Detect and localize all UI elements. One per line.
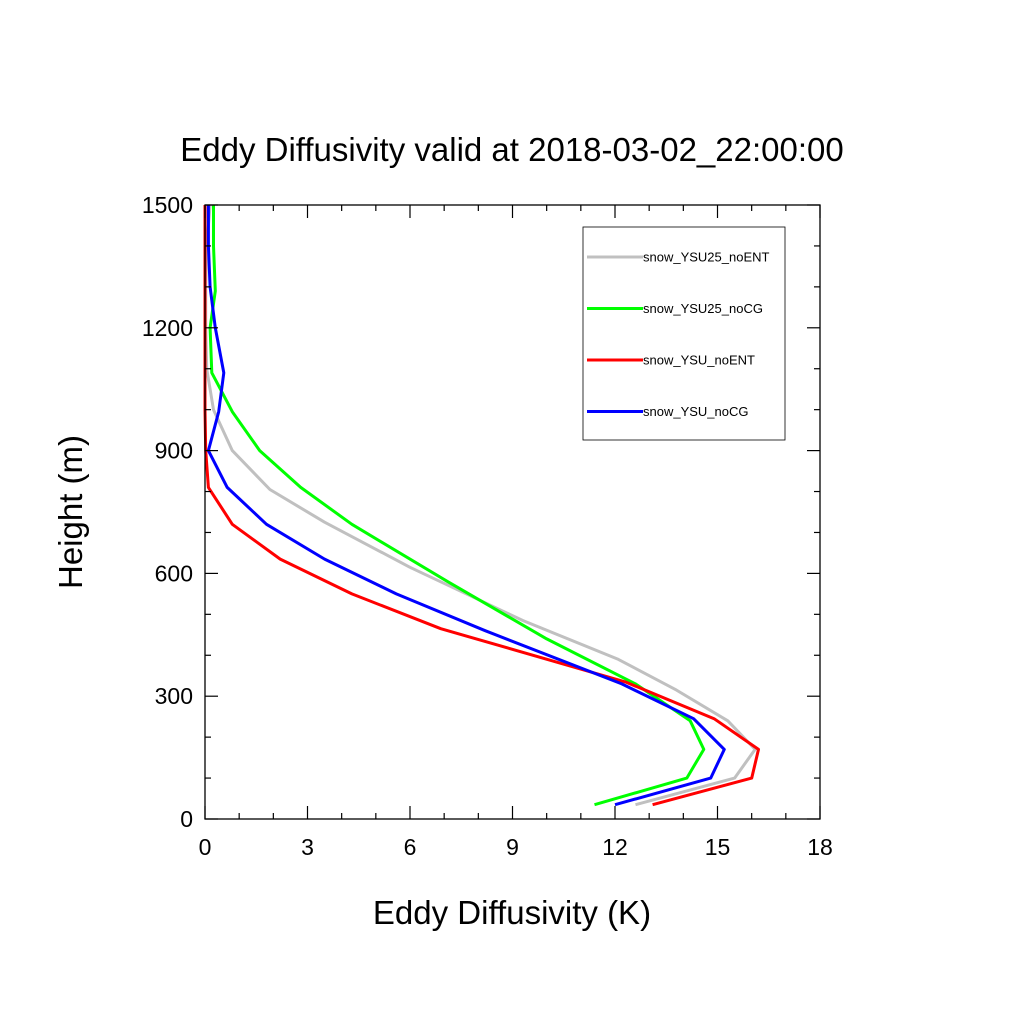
x-tick-label: 6 xyxy=(404,834,417,860)
x-tick-label: 12 xyxy=(602,834,628,860)
legend-box xyxy=(582,226,786,441)
legend: snow_YSU25_noENT snow_YSU25_noCG snow_YSU_… xyxy=(582,226,786,441)
series-line-snow_YSU_noCG xyxy=(206,205,726,807)
legend-label-snow_YSU25_noENT: snow_YSU25_noENT xyxy=(643,250,770,265)
y-tick-label: 0 xyxy=(180,806,193,832)
x-tick-label: 3 xyxy=(301,834,314,860)
legend-label-snow_YSU_noCG: snow_YSU_noCG xyxy=(643,404,749,419)
x-axis-label: Eddy Diffusivity (K) xyxy=(373,894,651,931)
legend-label-snow_YSU25_noCG: snow_YSU25_noCG xyxy=(643,301,763,316)
y-axis-label: Height (m) xyxy=(52,435,89,589)
x-tick-label: 15 xyxy=(705,834,731,860)
series-layer xyxy=(203,204,760,807)
chart-title: Eddy Diffusivity valid at 2018-03-02_22:… xyxy=(180,131,843,168)
y-tick-label: 1500 xyxy=(142,192,193,218)
tick-layer: 0 3 6 9 12 15 18 0 300 600 900 1200 1500 xyxy=(142,192,833,860)
y-tick-label: 300 xyxy=(155,683,193,709)
y-tick-label: 600 xyxy=(155,560,193,586)
x-tick-label: 0 xyxy=(199,834,212,860)
legend-label-snow_YSU_noENT: snow_YSU_noENT xyxy=(643,353,755,368)
x-tick-label: 18 xyxy=(807,834,833,860)
y-tick-label: 1200 xyxy=(142,315,193,341)
x-tick-label: 9 xyxy=(506,834,519,860)
y-tick-label: 900 xyxy=(155,438,193,464)
